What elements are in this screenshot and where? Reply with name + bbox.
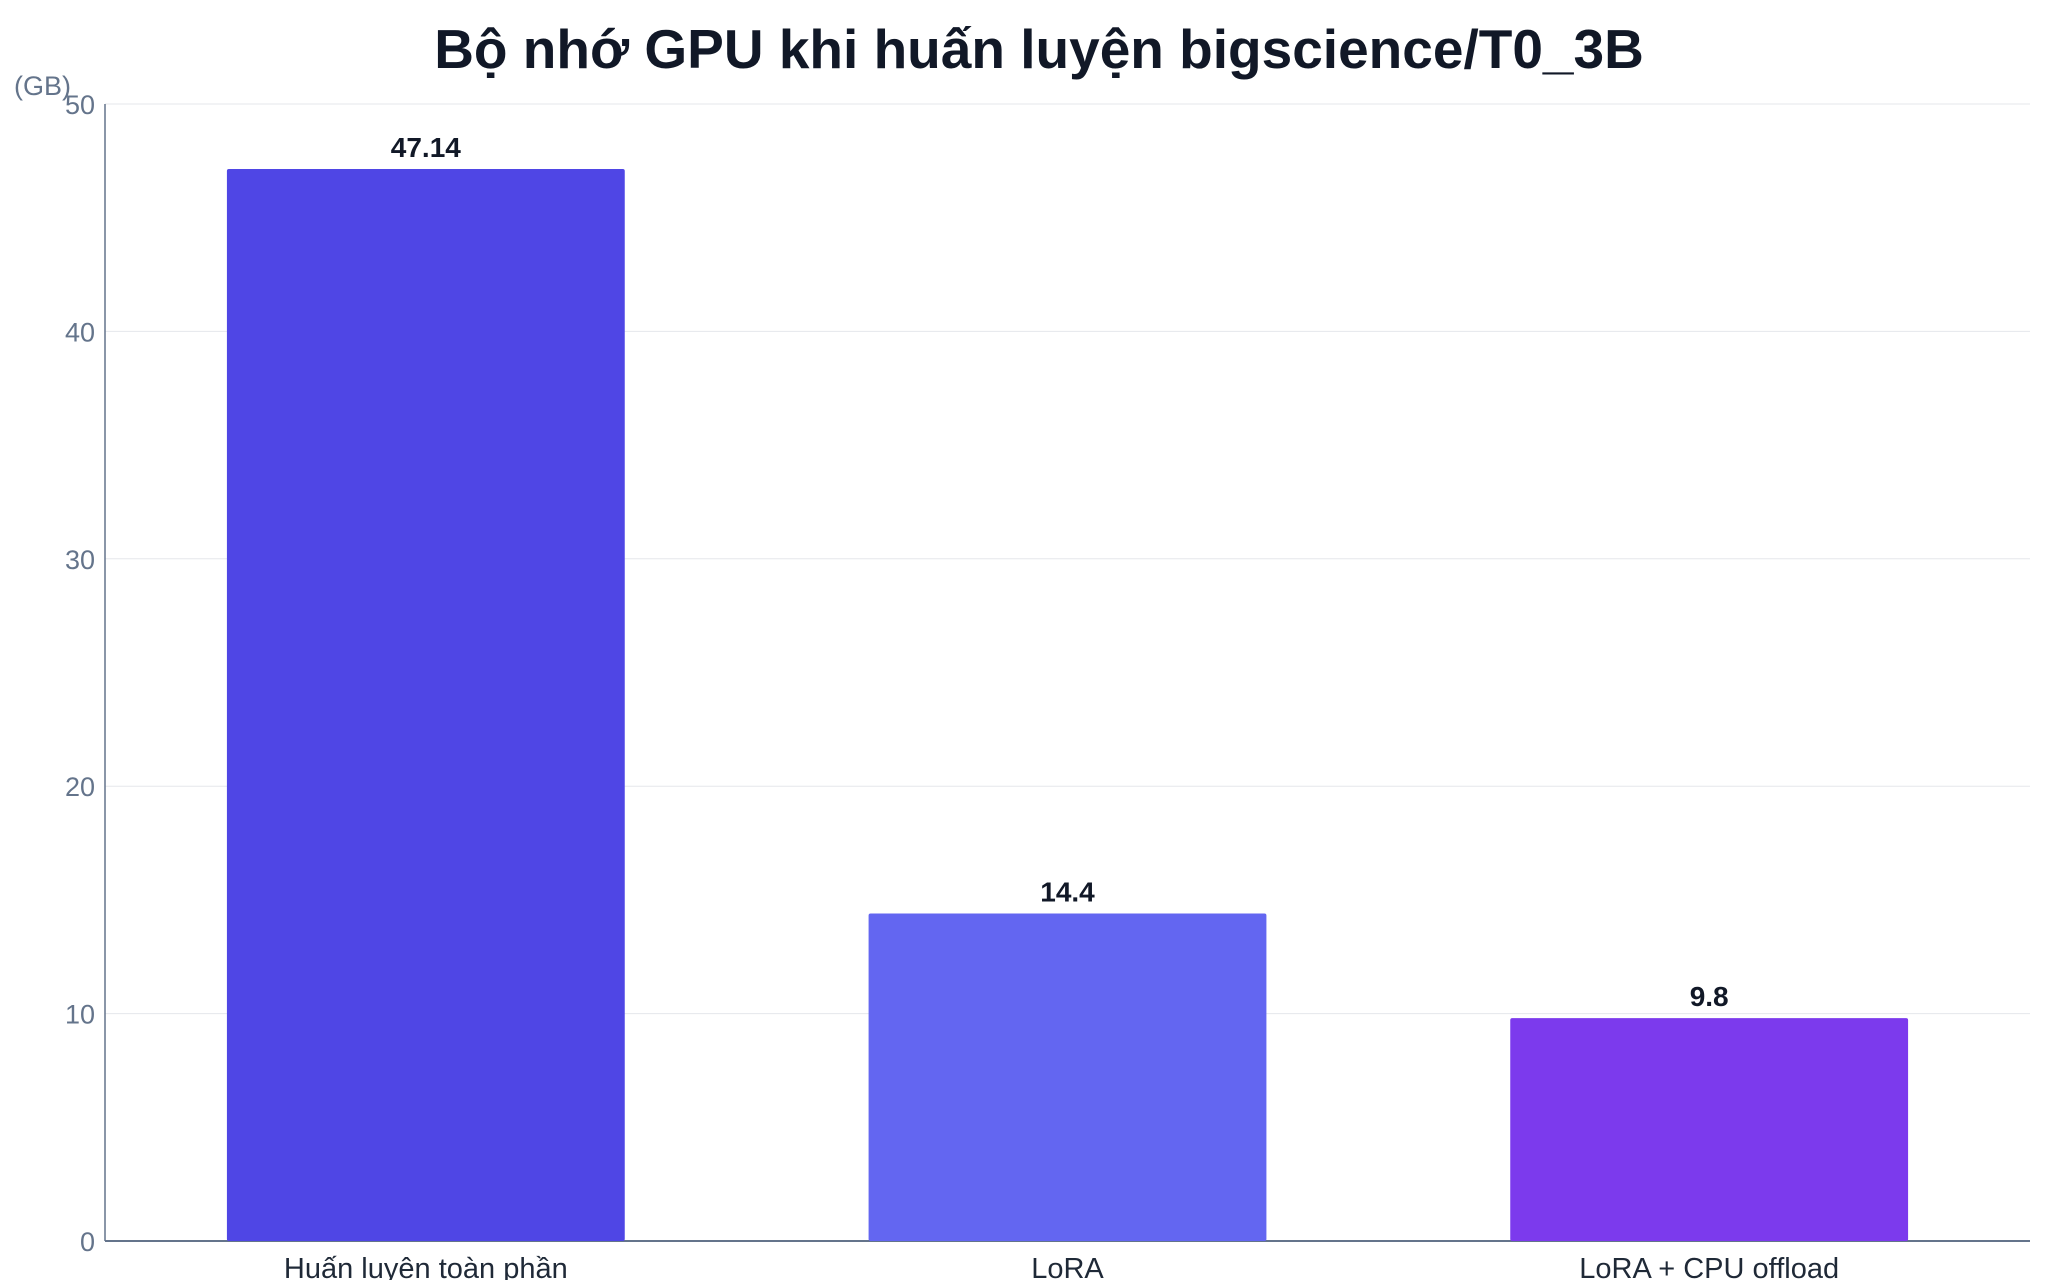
- bar: [1510, 1018, 1909, 1241]
- y-tick-label: 20: [65, 772, 95, 802]
- labels: 0 10 20 30 40 50 47.14 Huấn luyện toàn phần 14.4…: [65, 90, 1839, 1280]
- data-label: 9.8: [1690, 981, 1729, 1012]
- chart-title: Bộ nhớ GPU khi huấn luyện bigscience/T0_…: [434, 18, 1644, 80]
- data-label: 14.4: [1040, 877, 1095, 908]
- x-category-label: LoRA: [1031, 1253, 1104, 1280]
- y-tick-label: 50: [65, 90, 95, 120]
- bars: [226, 169, 1909, 1242]
- y-tick-label: 0: [80, 1227, 95, 1257]
- x-category-label: LoRA + CPU offload: [1579, 1253, 1839, 1280]
- y-tick-label: 30: [65, 545, 95, 575]
- bar: [226, 169, 625, 1242]
- y-tick-label: 40: [65, 317, 95, 347]
- bar: [868, 913, 1267, 1241]
- data-label: 47.14: [391, 132, 461, 163]
- y-axis-label: (GB): [14, 71, 71, 101]
- y-tick-label: 10: [65, 1000, 95, 1030]
- x-category-label: Huấn luyện toàn phần: [284, 1253, 568, 1280]
